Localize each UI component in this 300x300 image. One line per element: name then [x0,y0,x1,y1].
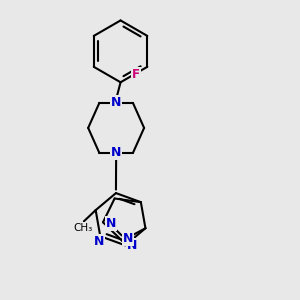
Text: N: N [123,232,133,245]
Text: CH₃: CH₃ [74,223,93,233]
Text: N: N [111,146,121,159]
Text: N: N [94,235,104,248]
Text: N: N [111,96,121,110]
Text: F: F [132,68,140,81]
Text: N: N [106,217,116,230]
Text: N: N [127,239,138,252]
